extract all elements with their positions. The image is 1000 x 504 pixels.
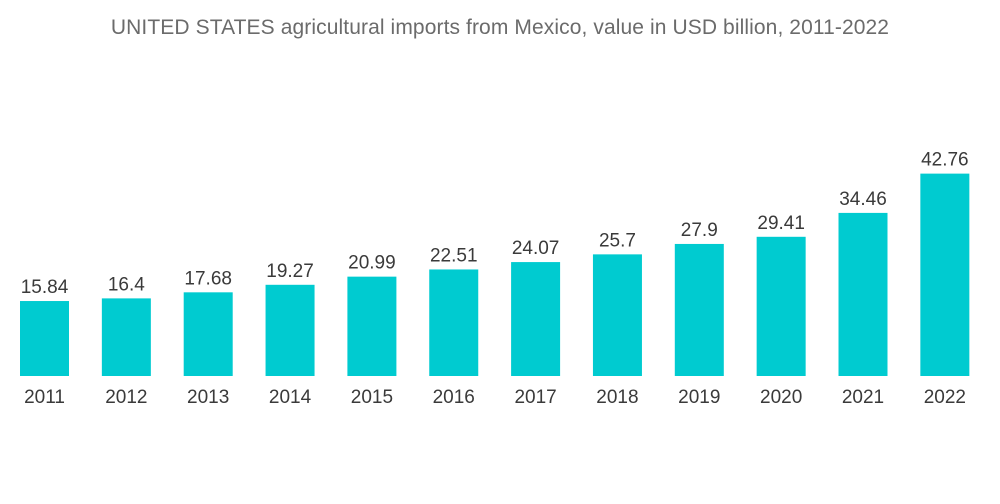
bar-2019: [674, 243, 724, 376]
x-tick-label-2017: 2017: [514, 387, 556, 408]
data-label-2019: 27.9: [681, 220, 718, 241]
bar-2013: [183, 292, 233, 376]
data-label-2020: 29.41: [757, 213, 805, 234]
x-tick-label-2014: 2014: [269, 387, 312, 408]
x-tick-label-2016: 2016: [433, 387, 475, 408]
x-tick-label-2015: 2015: [351, 387, 393, 408]
x-tick-label-2012: 2012: [105, 387, 147, 408]
data-label-2011: 15.84: [21, 277, 69, 298]
bar-2022: [920, 173, 970, 376]
x-tick-label-2013: 2013: [187, 387, 229, 408]
chart-title: UNITED STATES agricultural imports from …: [110, 16, 890, 39]
x-tick-label-2011: 2011: [24, 387, 65, 408]
data-label-2021: 34.46: [839, 189, 887, 210]
x-tick-label-2019: 2019: [678, 387, 720, 408]
bar-2021: [838, 212, 888, 376]
data-label-2018: 25.7: [599, 230, 636, 251]
bar-2014: [265, 284, 315, 376]
bar-2011: [20, 301, 69, 376]
x-tick-label-2021: 2021: [842, 387, 884, 408]
data-label-2017: 24.07: [512, 238, 560, 259]
bar-2015: [347, 276, 397, 376]
data-label-2013: 17.68: [184, 268, 232, 289]
data-label-2014: 19.27: [266, 261, 314, 282]
x-tick-label-2022: 2022: [924, 387, 966, 408]
bar-2018: [592, 254, 642, 376]
data-label-2015: 20.99: [348, 253, 396, 274]
bar-2016: [429, 269, 479, 376]
data-label-2016: 22.51: [430, 245, 478, 266]
bar-2012: [101, 298, 151, 376]
data-label-2022: 42.76: [921, 150, 969, 171]
bar-2017: [511, 262, 561, 376]
x-tick-label-2020: 2020: [760, 387, 802, 408]
data-label-2012: 16.4: [108, 274, 145, 295]
bar-2020: [756, 236, 806, 376]
x-tick-label-2018: 2018: [596, 387, 638, 408]
